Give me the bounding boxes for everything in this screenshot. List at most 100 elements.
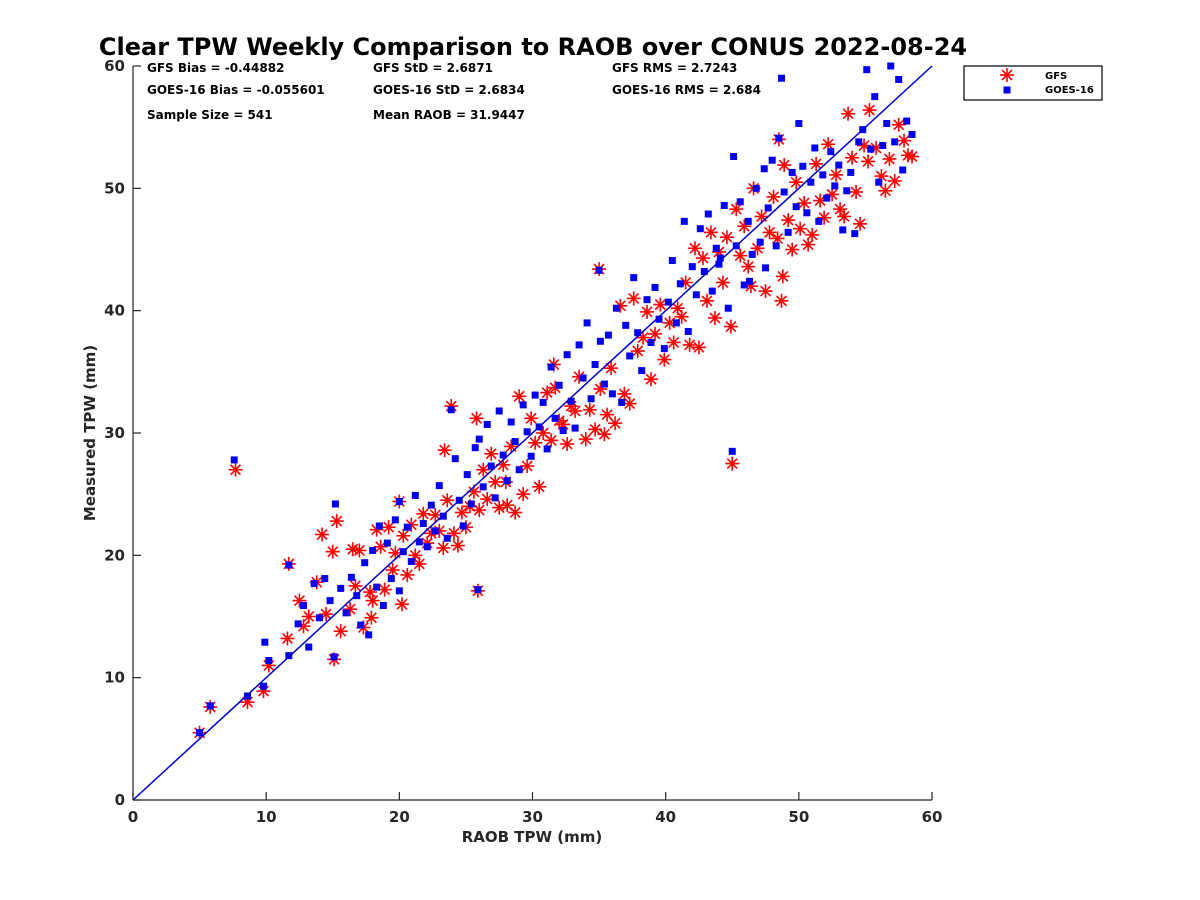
data-point-goes16 [604,331,612,339]
data-point-gfs [837,209,852,224]
data-point-goes16 [471,444,479,452]
data-point-gfs [560,437,575,452]
data-point-goes16 [851,230,859,238]
data-point-goes16 [587,395,595,403]
data-point-gfs [707,311,722,326]
data-point-goes16 [736,198,744,206]
data-point-gfs [622,396,637,411]
y-axis-label: Measured TPW (mm) [81,345,99,521]
data-point-goes16 [543,445,551,453]
data-point-goes16 [475,435,483,443]
data-point-goes16 [655,315,663,323]
y-tick-label: 50 [104,179,125,197]
data-point-gfs [785,242,800,257]
data-point-gfs [582,402,597,417]
data-point-goes16 [244,692,252,700]
data-point-gfs [315,527,330,542]
data-point-goes16 [660,345,668,353]
data-point-goes16 [807,178,815,186]
legend-gfs-label: GFS [1045,71,1067,82]
data-point-goes16 [463,471,471,479]
data-point-gfs [754,209,769,224]
stat-gfs-bias: GFS Bias = -0.44882 [147,61,284,75]
data-point-gfs [687,241,702,256]
data-point-goes16 [831,182,839,190]
x-tick-label: 60 [922,808,943,826]
data-point-goes16 [285,652,293,660]
data-point-gfs [437,443,452,458]
axes: 0 10 20 30 40 50 60 0 10 20 30 40 50 60 [104,57,942,826]
legend: GFS GOES-16 [963,65,1103,101]
data-point-goes16 [792,203,800,211]
data-point-gfs [682,337,697,352]
data-point-goes16 [775,134,783,142]
data-point-goes16 [196,729,204,737]
data-point-goes16 [583,319,591,327]
data-point-goes16 [519,401,527,409]
data-point-goes16 [347,573,355,581]
data-point-goes16 [527,452,535,460]
data-point-gfs [364,610,379,625]
data-point-goes16 [294,620,302,628]
data-point-gfs [365,593,380,608]
data-point-gfs [853,216,868,231]
data-point-goes16 [626,352,634,360]
y-tick-label: 60 [104,57,125,75]
data-point-goes16 [728,447,736,455]
data-point-goes16 [531,391,539,399]
data-point-goes16 [459,522,467,530]
data-point-goes16 [908,131,916,139]
data-point-goes16 [712,244,720,252]
x-tick-label: 0 [128,808,138,826]
data-point-goes16 [261,638,269,646]
data-point-goes16 [651,283,659,291]
data-point-gfs [544,433,559,448]
data-point-goes16 [752,184,760,192]
data-point-gfs [882,151,897,166]
data-point-goes16 [515,466,523,474]
data-point-goes16 [843,187,851,195]
data-point-gfs [829,167,844,182]
data-point-gfs [775,269,790,284]
data-point-goes16 [668,257,676,265]
data-point-goes16 [299,601,307,609]
data-point-goes16 [688,263,696,271]
data-point-gfs [845,150,860,165]
data-point-gfs [492,500,507,515]
data-point-goes16 [419,520,427,528]
data-point-goes16 [499,451,507,459]
data-point-gfs [640,304,655,319]
data-point-gfs [777,158,792,173]
data-point-gfs [887,173,902,188]
data-point-goes16 [784,228,792,236]
data-point-goes16 [744,217,752,225]
data-point-goes16 [337,584,345,592]
data-point-gfs [648,326,663,341]
data-point-gfs [762,225,777,240]
data-point-gfs [532,479,547,494]
data-point-gfs [446,526,461,541]
data-point-gfs [657,352,672,367]
data-point-gfs [733,248,748,263]
data-point-goes16 [795,119,803,127]
data-point-goes16 [883,119,891,127]
data-point-goes16 [778,74,786,82]
data-point-gfs [454,505,469,520]
data-point-goes16 [772,242,780,250]
data-point-goes16 [439,512,447,520]
data-point-goes16 [315,614,323,622]
data-point-goes16 [647,338,655,346]
data-point-goes16 [383,539,391,547]
data-point-goes16 [387,575,395,583]
data-point-goes16 [740,281,748,289]
data-point-goes16 [357,621,365,629]
data-point-gfs [905,149,920,164]
data-point-goes16 [720,201,728,209]
data-point-goes16 [305,643,313,651]
legend-goes16-marker [1003,86,1011,94]
data-point-goes16 [903,117,911,125]
data-point-goes16 [827,148,835,156]
data-point-gfs [228,462,243,477]
data-point-gfs [348,578,363,593]
data-point-goes16 [692,291,700,299]
